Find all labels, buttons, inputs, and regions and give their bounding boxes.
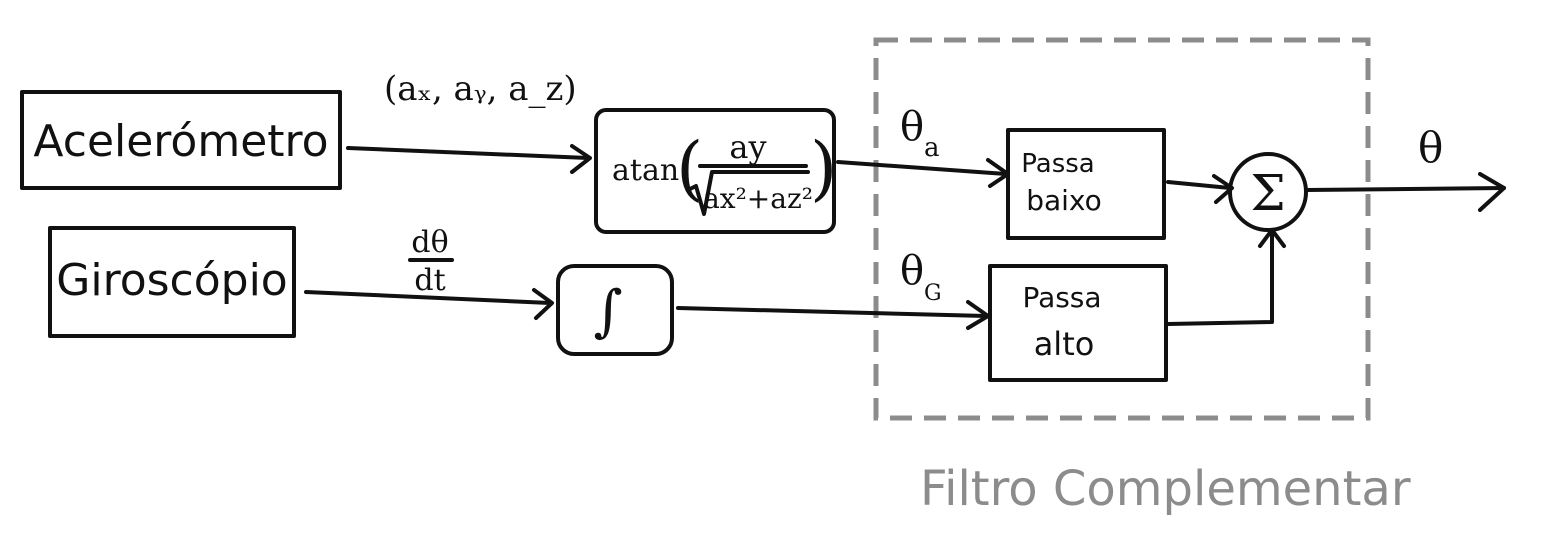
atan-close-paren: ) bbox=[810, 127, 837, 209]
gyroscope-block: Giroscópio bbox=[48, 226, 296, 338]
gyro-rate-numerator: dθ bbox=[411, 225, 448, 260]
accelerometer-label: Acelerómetro bbox=[33, 116, 328, 167]
arrow-integrator-to-highpass bbox=[676, 300, 990, 330]
high-pass-line2: alto bbox=[1034, 325, 1095, 363]
atan-denominator: ax²+az² bbox=[703, 182, 813, 215]
arrow-highpass-to-sum bbox=[1166, 228, 1286, 326]
arrow-atan-to-lowpass bbox=[836, 158, 1010, 188]
integrator-symbol: ∫ bbox=[593, 279, 622, 344]
arrow-gyro-to-integrator bbox=[304, 288, 554, 320]
arrow-lowpass-to-sum bbox=[1166, 174, 1234, 204]
theta-a-subscript: a bbox=[924, 133, 940, 163]
accel-vector-label: (aₓ, aᵧ, a_z) bbox=[384, 69, 577, 109]
arrow-sum-to-output bbox=[1304, 172, 1506, 212]
atan-numerator: ay bbox=[729, 128, 766, 166]
theta-g-label: θ bbox=[900, 248, 924, 294]
integrator-block: ∫ bbox=[556, 264, 674, 356]
sum-node: Σ bbox=[1228, 152, 1308, 232]
sum-symbol: Σ bbox=[1250, 164, 1285, 222]
gyroscope-label: Giroscópio bbox=[56, 255, 287, 306]
low-pass-line1: Passa bbox=[1021, 149, 1094, 179]
high-pass-block: Passa alto bbox=[988, 264, 1168, 382]
atan-sqrt-sign bbox=[686, 170, 810, 216]
atan-block: atan ( ay ax²+az² ) bbox=[594, 108, 837, 234]
theta-a-label: θ bbox=[900, 104, 924, 150]
theta-output-label: θ bbox=[1418, 123, 1443, 172]
complementary-filter-group bbox=[873, 37, 1371, 421]
atan-func-label: atan bbox=[612, 153, 679, 188]
high-pass-line1: Passa bbox=[1022, 281, 1101, 314]
group-caption: Filtro Complementar bbox=[920, 461, 1411, 517]
accelerometer-block: Acelerómetro bbox=[20, 90, 342, 190]
theta-g-subscript: G bbox=[924, 281, 942, 306]
low-pass-line2: baixo bbox=[1026, 184, 1102, 217]
low-pass-block: Passa baixo bbox=[1006, 128, 1166, 240]
gyro-rate-denominator: dt bbox=[414, 263, 445, 298]
arrow-accel-to-atan bbox=[346, 144, 592, 174]
